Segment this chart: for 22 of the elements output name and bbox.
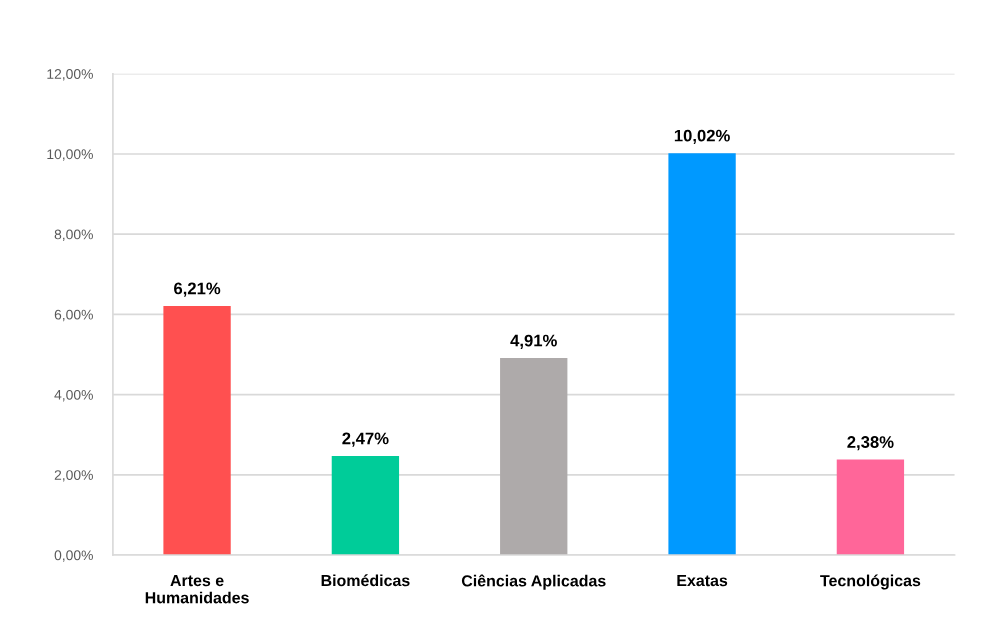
data-label: 6,21% [174,282,221,297]
x-tick-label: Artes e Humanidades [145,575,249,604]
x-tick-label: Exatas [677,575,728,587]
x-tick-label: Biomédicas [321,574,410,587]
bar [836,459,905,555]
y-tick-label: 12,00% [47,69,93,81]
bar [668,153,736,555]
y-tick-label: 10,00% [47,149,93,161]
x-tick-label: Tecnológicas [820,574,921,590]
y-tick-label: 8,00% [54,229,93,241]
x-tick-label: Ciências Aplicadas [461,574,606,590]
data-label: 4,91% [510,334,557,349]
bar [163,305,231,555]
data-label: 2,47% [342,432,389,447]
y-tick-label: 2,00% [54,470,93,482]
data-label: 2,38% [847,436,894,451]
bar [331,455,400,555]
data-label: 10,02% [674,129,730,144]
y-tick-label: 0,00% [54,550,93,562]
y-tick-label: 4,00% [54,389,93,402]
bar [500,358,568,555]
y-tick-label: 6,00% [54,309,93,322]
